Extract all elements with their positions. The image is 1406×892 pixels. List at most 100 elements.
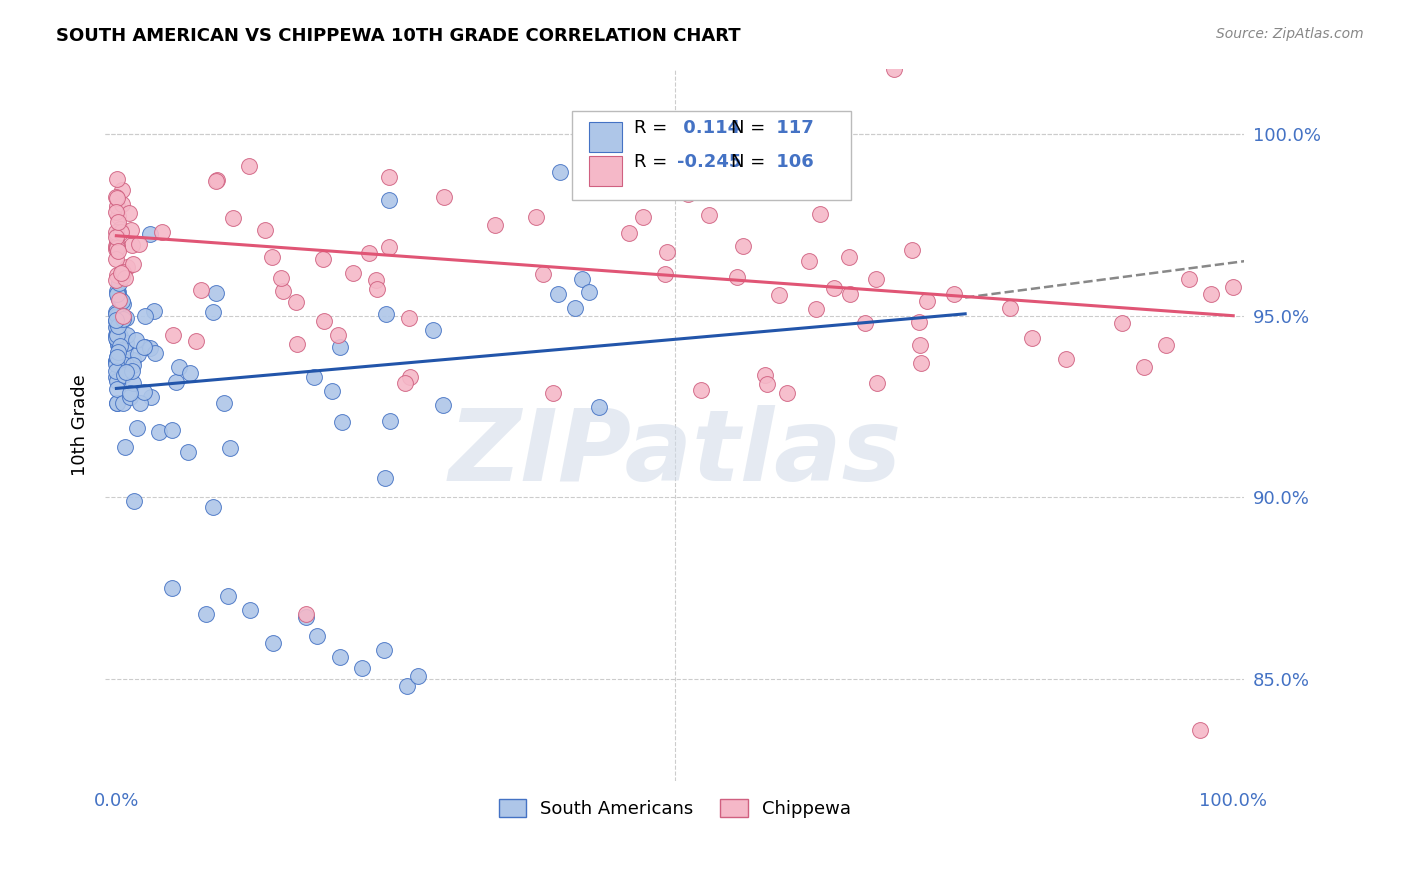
- Point: [105, 225, 128, 239]
- Point: [617, 226, 640, 240]
- Point: [120, 390, 142, 404]
- Point: [165, 376, 187, 390]
- Point: [107, 335, 129, 350]
- Point: [329, 650, 352, 665]
- Point: [907, 315, 929, 329]
- Point: [105, 171, 128, 186]
- Point: [326, 328, 349, 343]
- Point: [214, 396, 236, 410]
- Text: -0.245: -0.245: [678, 153, 741, 171]
- Point: [865, 272, 887, 286]
- Point: [1199, 286, 1222, 301]
- Point: [105, 354, 128, 368]
- Point: [1111, 316, 1133, 330]
- Point: [330, 415, 353, 429]
- Point: [150, 225, 173, 239]
- Text: R =: R =: [634, 119, 666, 136]
- Text: SOUTH AMERICAN VS CHIPPEWA 10TH GRADE CORRELATION CHART: SOUTH AMERICAN VS CHIPPEWA 10TH GRADE CO…: [56, 27, 741, 45]
- Point: [342, 266, 364, 280]
- Point: [284, 294, 307, 309]
- Point: [107, 329, 129, 343]
- Point: [105, 328, 128, 343]
- FancyBboxPatch shape: [589, 122, 623, 152]
- Point: [776, 385, 799, 400]
- Point: [132, 384, 155, 399]
- Point: [110, 339, 132, 353]
- Point: [375, 307, 398, 321]
- Point: [128, 396, 150, 410]
- Point: [134, 309, 156, 323]
- Point: [1222, 279, 1244, 293]
- Point: [105, 328, 128, 343]
- Point: [631, 210, 654, 224]
- Point: [114, 311, 136, 326]
- Point: [108, 333, 131, 347]
- Point: [943, 286, 966, 301]
- Point: [804, 302, 827, 317]
- Point: [148, 425, 170, 440]
- Point: [314, 314, 336, 328]
- Point: [755, 376, 778, 391]
- Text: 0.114: 0.114: [678, 119, 740, 136]
- Point: [114, 344, 136, 359]
- Point: [359, 245, 381, 260]
- Y-axis label: 10th Grade: 10th Grade: [72, 374, 89, 475]
- Text: ZIPatlas: ZIPatlas: [449, 405, 901, 502]
- Point: [143, 345, 166, 359]
- Point: [107, 290, 129, 304]
- Point: [114, 365, 136, 379]
- Point: [125, 420, 148, 434]
- Point: [352, 661, 374, 675]
- Point: [270, 271, 292, 285]
- Legend: South Americans, Chippewa: South Americans, Chippewa: [491, 791, 858, 825]
- Point: [541, 386, 564, 401]
- Point: [398, 310, 420, 325]
- Point: [110, 266, 132, 280]
- Point: [107, 338, 129, 352]
- Point: [302, 370, 325, 384]
- Point: [194, 607, 217, 621]
- Point: [114, 440, 136, 454]
- Point: [107, 209, 129, 223]
- Point: [221, 211, 243, 225]
- Point: [204, 174, 226, 188]
- Point: [139, 227, 162, 241]
- Point: [105, 243, 128, 257]
- Point: [433, 190, 456, 204]
- Point: [398, 369, 420, 384]
- Point: [111, 297, 134, 311]
- Point: [105, 305, 128, 319]
- Point: [105, 396, 128, 410]
- Point: [1054, 352, 1077, 367]
- Point: [578, 285, 600, 300]
- Point: [378, 194, 401, 208]
- Point: [105, 314, 128, 328]
- Point: [839, 287, 862, 301]
- Point: [374, 471, 396, 485]
- Point: [571, 272, 593, 286]
- Point: [105, 374, 128, 388]
- Point: [111, 293, 134, 308]
- Point: [120, 223, 142, 237]
- Point: [394, 376, 416, 390]
- Point: [111, 265, 134, 279]
- Point: [524, 210, 547, 224]
- Point: [184, 334, 207, 348]
- Point: [105, 309, 128, 323]
- Point: [105, 205, 128, 219]
- Point: [366, 282, 388, 296]
- Point: [110, 329, 132, 343]
- Point: [112, 368, 135, 382]
- Point: [105, 324, 128, 338]
- Point: [866, 376, 889, 390]
- Point: [915, 293, 938, 308]
- Point: [254, 222, 277, 236]
- Point: [121, 238, 143, 252]
- Point: [201, 305, 224, 319]
- Point: [312, 252, 335, 266]
- Point: [112, 309, 135, 323]
- Point: [105, 227, 128, 242]
- Point: [105, 320, 128, 334]
- Point: [910, 356, 932, 370]
- Point: [127, 347, 149, 361]
